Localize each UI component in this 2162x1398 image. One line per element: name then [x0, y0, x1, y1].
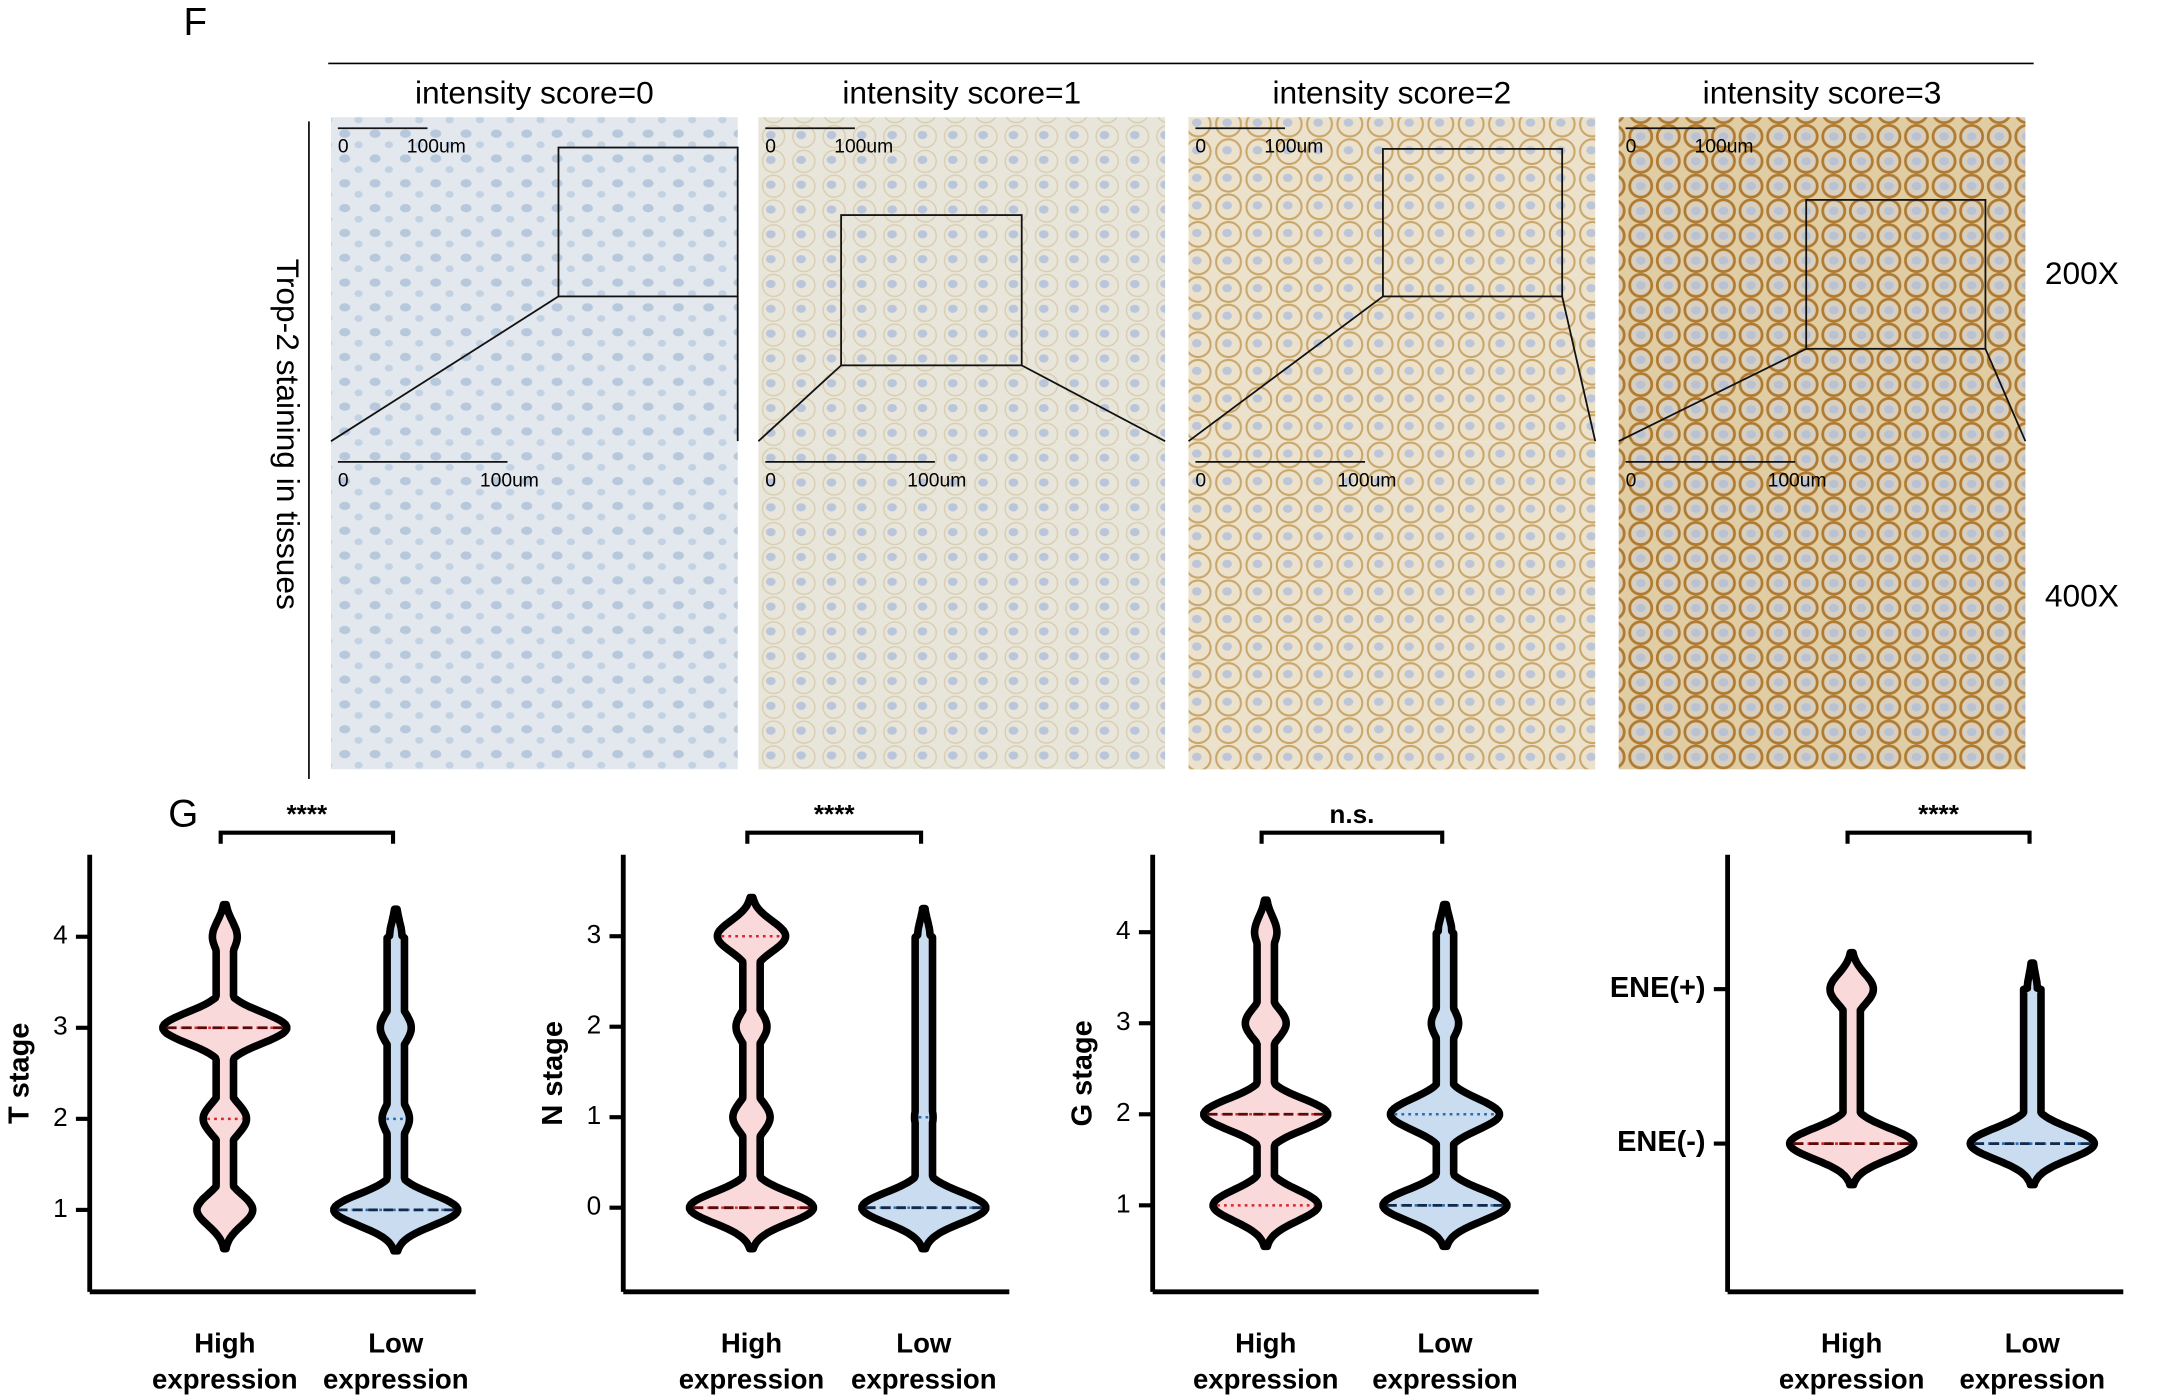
y-tick-label: 4 — [53, 920, 68, 950]
zoom-box — [1382, 148, 1564, 298]
scale-label: 0 — [1626, 137, 1637, 158]
zoom-line — [1561, 296, 1597, 442]
significance-label: n.s. — [1329, 799, 1374, 829]
significance-bracket — [745, 830, 924, 844]
x-tick-label: High expression — [1193, 1328, 1339, 1395]
significance-label: **** — [286, 799, 328, 829]
column-title: intensity score=1 — [842, 75, 1081, 111]
x-tick-label: Low expression — [1372, 1328, 1518, 1395]
y-axis-label: T stage — [3, 1023, 35, 1124]
scale-label: 0 — [1626, 470, 1637, 491]
y-tick-label: ENE(-) — [1617, 1126, 1705, 1158]
zoom-box — [840, 214, 1023, 367]
micrograph — [1188, 441, 1596, 770]
scale-label: 100um — [907, 470, 966, 491]
violin — [685, 893, 818, 1253]
panel-label: G — [168, 792, 198, 835]
zoom-box — [1805, 199, 1987, 350]
y-tick-label: 4 — [1116, 915, 1131, 945]
scale-label: 100um — [480, 470, 539, 491]
y-tick-label: 2 — [587, 1010, 602, 1040]
micrograph — [1618, 117, 2026, 442]
column-title: intensity score=3 — [1703, 75, 1942, 111]
y-tick-label: ENE(+) — [1610, 972, 1706, 1004]
zoom-line — [1984, 348, 2027, 442]
y-tick-label: 3 — [587, 919, 602, 949]
y-tick-label: 0 — [587, 1191, 602, 1221]
violin — [330, 905, 462, 1255]
row-label: 200X — [2045, 255, 2119, 291]
micrograph — [1618, 441, 2026, 770]
panel-f: F Trop-2 staining in tissues 200X 400X — [183, 1, 2119, 779]
scale-label: 0 — [1195, 137, 1206, 158]
row-label: 400X — [2045, 578, 2119, 614]
violin — [1200, 896, 1332, 1251]
zoom-line — [1021, 364, 1166, 442]
scale-label: 0 — [338, 137, 349, 158]
zoom-line — [1188, 295, 1384, 442]
y-tick-label: 1 — [53, 1193, 68, 1223]
scale-label: 100um — [1768, 470, 1827, 491]
row-axis-label: Trop-2 staining in tissues — [270, 259, 306, 610]
scale-label: 100um — [1337, 470, 1396, 491]
scale-label: 0 — [765, 137, 776, 158]
y-tick-label: 3 — [53, 1011, 68, 1041]
y-axis-label: G stage — [1066, 1020, 1098, 1126]
panel-label: F — [183, 1, 207, 44]
significance-bracket — [218, 830, 396, 844]
micrograph — [758, 441, 1166, 770]
x-tick-label: Low expression — [1960, 1328, 2106, 1395]
violin — [159, 900, 291, 1253]
zoom-line — [330, 295, 559, 442]
scale-label: 100um — [1264, 137, 1323, 158]
zoom-line — [1618, 348, 1807, 442]
x-tick-label: High expression — [152, 1328, 298, 1395]
micrograph — [330, 441, 738, 770]
y-tick-label: 1 — [1116, 1188, 1131, 1218]
x-tick-label: Low expression — [851, 1328, 997, 1395]
column-title: intensity score=0 — [415, 75, 654, 111]
micrograph — [1188, 117, 1596, 442]
scale-label: 100um — [407, 137, 466, 158]
micrograph — [758, 117, 1166, 442]
y-tick-label: 1 — [587, 1100, 602, 1130]
zoom-line — [757, 364, 842, 442]
scale-label: 0 — [338, 470, 349, 491]
significance-label: **** — [814, 799, 856, 829]
significance-label: **** — [1918, 799, 1960, 829]
scale-label: 0 — [1195, 470, 1206, 491]
scale-label: 100um — [1695, 137, 1754, 158]
zoom-box — [557, 146, 739, 298]
significance-bracket — [1845, 830, 2032, 844]
significance-bracket — [1259, 830, 1445, 844]
column-title: intensity score=2 — [1273, 75, 1512, 111]
violin — [1966, 959, 2099, 1189]
scale-label: 0 — [765, 470, 776, 491]
violin — [1785, 948, 1918, 1189]
violin — [858, 904, 990, 1253]
y-tick-label: 2 — [53, 1102, 68, 1132]
x-tick-label: High expression — [1779, 1328, 1925, 1395]
y-axis-label: N stage — [537, 1021, 569, 1126]
scale-label: 100um — [834, 137, 893, 158]
micrograph — [330, 117, 738, 442]
x-tick-label: Low expression — [323, 1328, 469, 1395]
x-tick-label: High expression — [679, 1328, 825, 1395]
y-tick-label: 2 — [1116, 1097, 1131, 1127]
violin — [1379, 900, 1511, 1251]
y-tick-label: 3 — [1116, 1006, 1131, 1036]
